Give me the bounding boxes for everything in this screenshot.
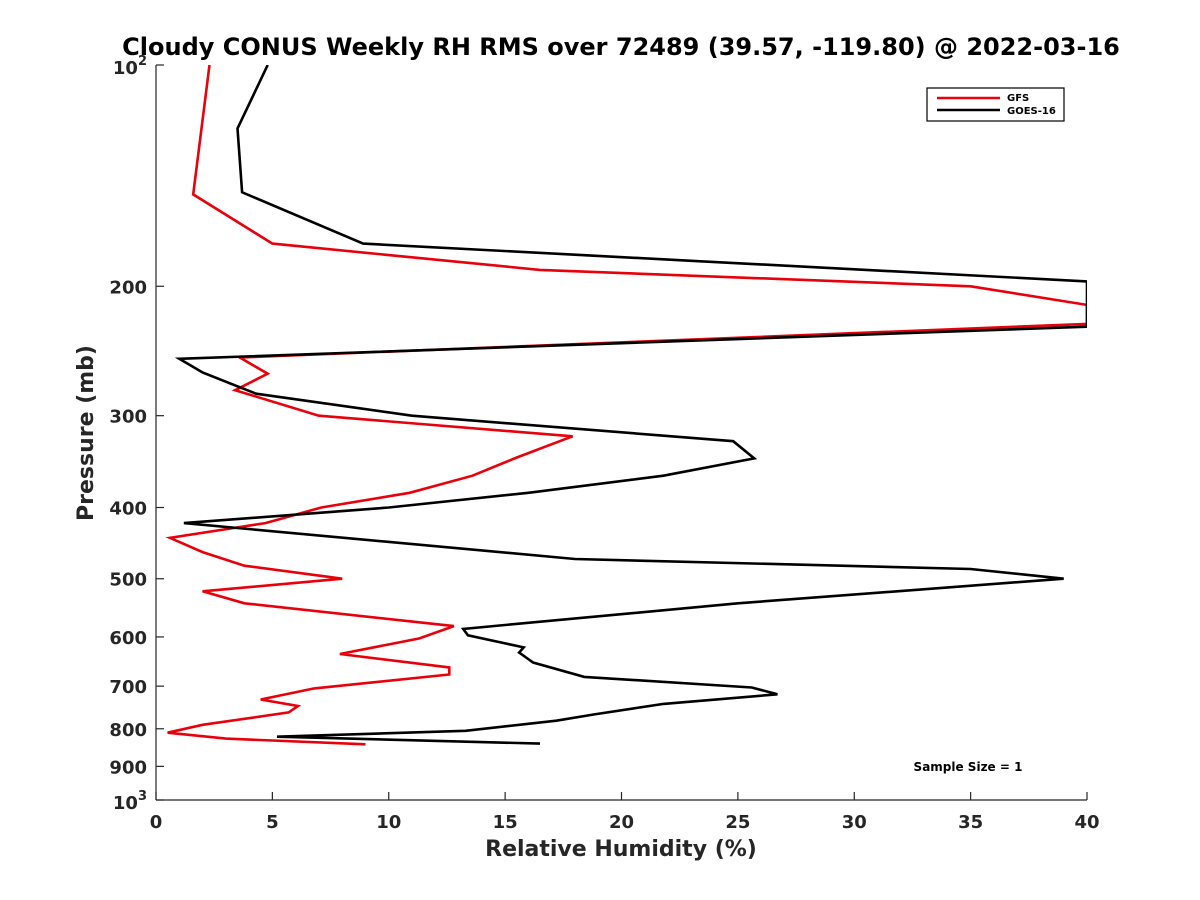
x-tick-label: 15 xyxy=(493,812,518,833)
y-tick-label: 102 xyxy=(113,54,147,79)
x-tick-label: 40 xyxy=(1074,812,1099,833)
series-line-gfs xyxy=(165,65,1087,746)
legend: GFS GOES-16 xyxy=(926,87,1065,122)
x-tick-label: 0 xyxy=(150,812,163,833)
y-tick-label: 900 xyxy=(109,757,147,778)
x-tick-label: 5 xyxy=(266,812,279,833)
legend-label-goes16: GOES-16 xyxy=(1007,106,1056,117)
y-tick-label: 700 xyxy=(109,677,147,698)
series-line-goes16 xyxy=(174,65,1087,745)
x-axis: 0 5 10 15 20 25 30 35 40 xyxy=(150,792,1100,833)
x-tick-label: 20 xyxy=(609,812,634,833)
y-axis-label: Pressure (mb) xyxy=(74,345,99,521)
y-tick-label: 103 xyxy=(113,789,147,814)
y-tick-label: 600 xyxy=(109,628,147,649)
sample-size-annotation: Sample Size = 1 xyxy=(914,760,1023,774)
y-tick-label: 400 xyxy=(109,499,147,520)
x-axis-label: Relative Humidity (%) xyxy=(485,837,757,862)
y-tick-label: 800 xyxy=(109,720,147,741)
y-axis: 102 200 300 400 500 600 700 800 900 103 xyxy=(109,54,164,814)
plot-area xyxy=(165,65,1087,746)
legend-label-gfs: GFS xyxy=(1007,93,1029,104)
chart-title: Cloudy CONUS Weekly RH RMS over 72489 (3… xyxy=(122,33,1120,61)
x-tick-label: 30 xyxy=(842,812,867,833)
x-tick-label: 35 xyxy=(958,812,983,833)
y-tick-label: 200 xyxy=(109,277,147,298)
x-tick-label: 10 xyxy=(376,812,401,833)
y-tick-label: 300 xyxy=(109,407,147,428)
legend-box xyxy=(926,87,1065,122)
x-tick-label: 25 xyxy=(725,812,750,833)
y-tick-label: 500 xyxy=(109,570,147,591)
